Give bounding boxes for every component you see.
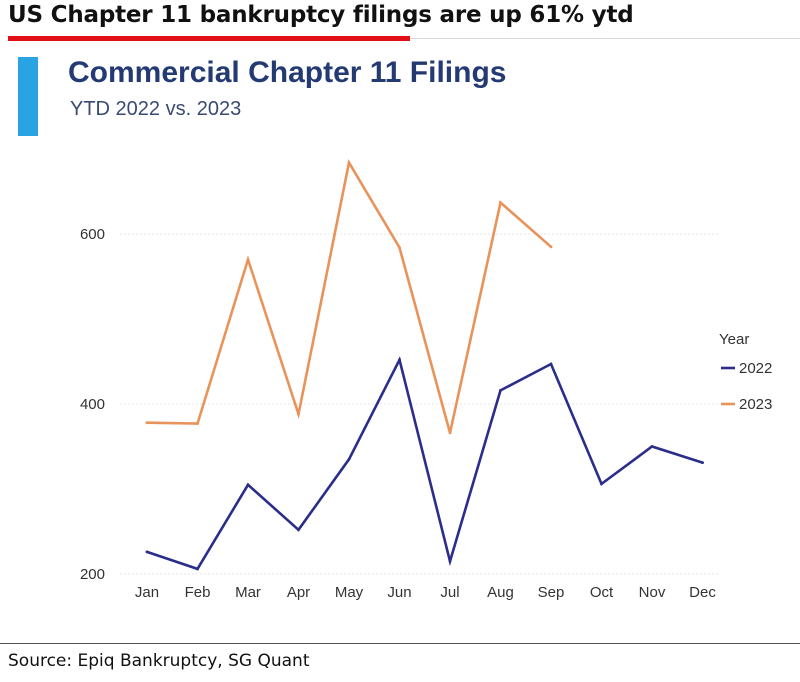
data-point-2022: [246, 483, 250, 487]
y-tick-label: 200: [80, 566, 105, 583]
x-tick-label: May: [335, 584, 364, 601]
data-point-2022: [347, 457, 351, 461]
chart-title: Commercial Chapter 11 Filings: [68, 56, 507, 89]
legend-label-2022: 2022: [739, 360, 772, 377]
headline: US Chapter 11 bankruptcy filings are up …: [8, 2, 634, 28]
data-point-2023: [499, 201, 502, 205]
source-rule: [0, 643, 800, 644]
data-point-2022: [549, 362, 553, 366]
y-tick-label: 600: [80, 226, 105, 243]
data-point-2022: [448, 559, 452, 563]
x-tick-label: Oct: [590, 584, 614, 601]
data-point-2023: [297, 412, 300, 416]
data-point-2023: [549, 245, 553, 249]
series-line-2023: [145, 159, 553, 434]
x-tick-label: Nov: [639, 584, 666, 601]
source-note: Source: Epiq Bankruptcy, SG Quant: [8, 651, 310, 671]
x-tick-label: Aug: [487, 584, 514, 601]
x-tick-label: Sep: [538, 584, 565, 601]
x-tick-label: Jan: [135, 584, 159, 601]
chart-subtitle: YTD 2022 vs. 2023: [70, 98, 242, 120]
data-point-2023: [196, 422, 199, 425]
x-tick-label: Dec: [689, 584, 716, 601]
data-point-2023: [347, 161, 351, 165]
data-point-2022: [650, 445, 654, 448]
data-point-2022: [196, 567, 199, 571]
data-point-2023: [448, 431, 452, 435]
data-point-2023: [246, 258, 250, 261]
series-line-2022: [145, 356, 704, 571]
headline-grey-rule: [410, 38, 800, 39]
data-point-2022: [701, 461, 704, 464]
data-point-2023: [398, 246, 401, 250]
data-point-2022: [600, 482, 603, 486]
legend-title: Year: [719, 331, 749, 348]
data-point-2022: [297, 528, 300, 532]
line-chart: 200 400 600 Jan Feb Mar Apr May Jun Jul Aug Sep Oct N…: [80, 159, 772, 601]
headline-red-rule: [8, 36, 410, 41]
data-point-2022: [499, 389, 502, 392]
x-tick-label: Jul: [440, 584, 459, 601]
title-accent-bar: [18, 57, 38, 136]
x-tick-label: Jun: [387, 584, 411, 601]
data-point-2022: [398, 358, 401, 362]
x-tick-label: Feb: [185, 584, 211, 601]
y-tick-label: 400: [80, 396, 105, 413]
data-point-2023: [145, 421, 149, 425]
data-point-2022: [145, 550, 149, 554]
x-tick-label: Apr: [287, 584, 310, 601]
x-tick-label: Mar: [235, 584, 261, 601]
legend-label-2023: 2023: [739, 396, 772, 413]
